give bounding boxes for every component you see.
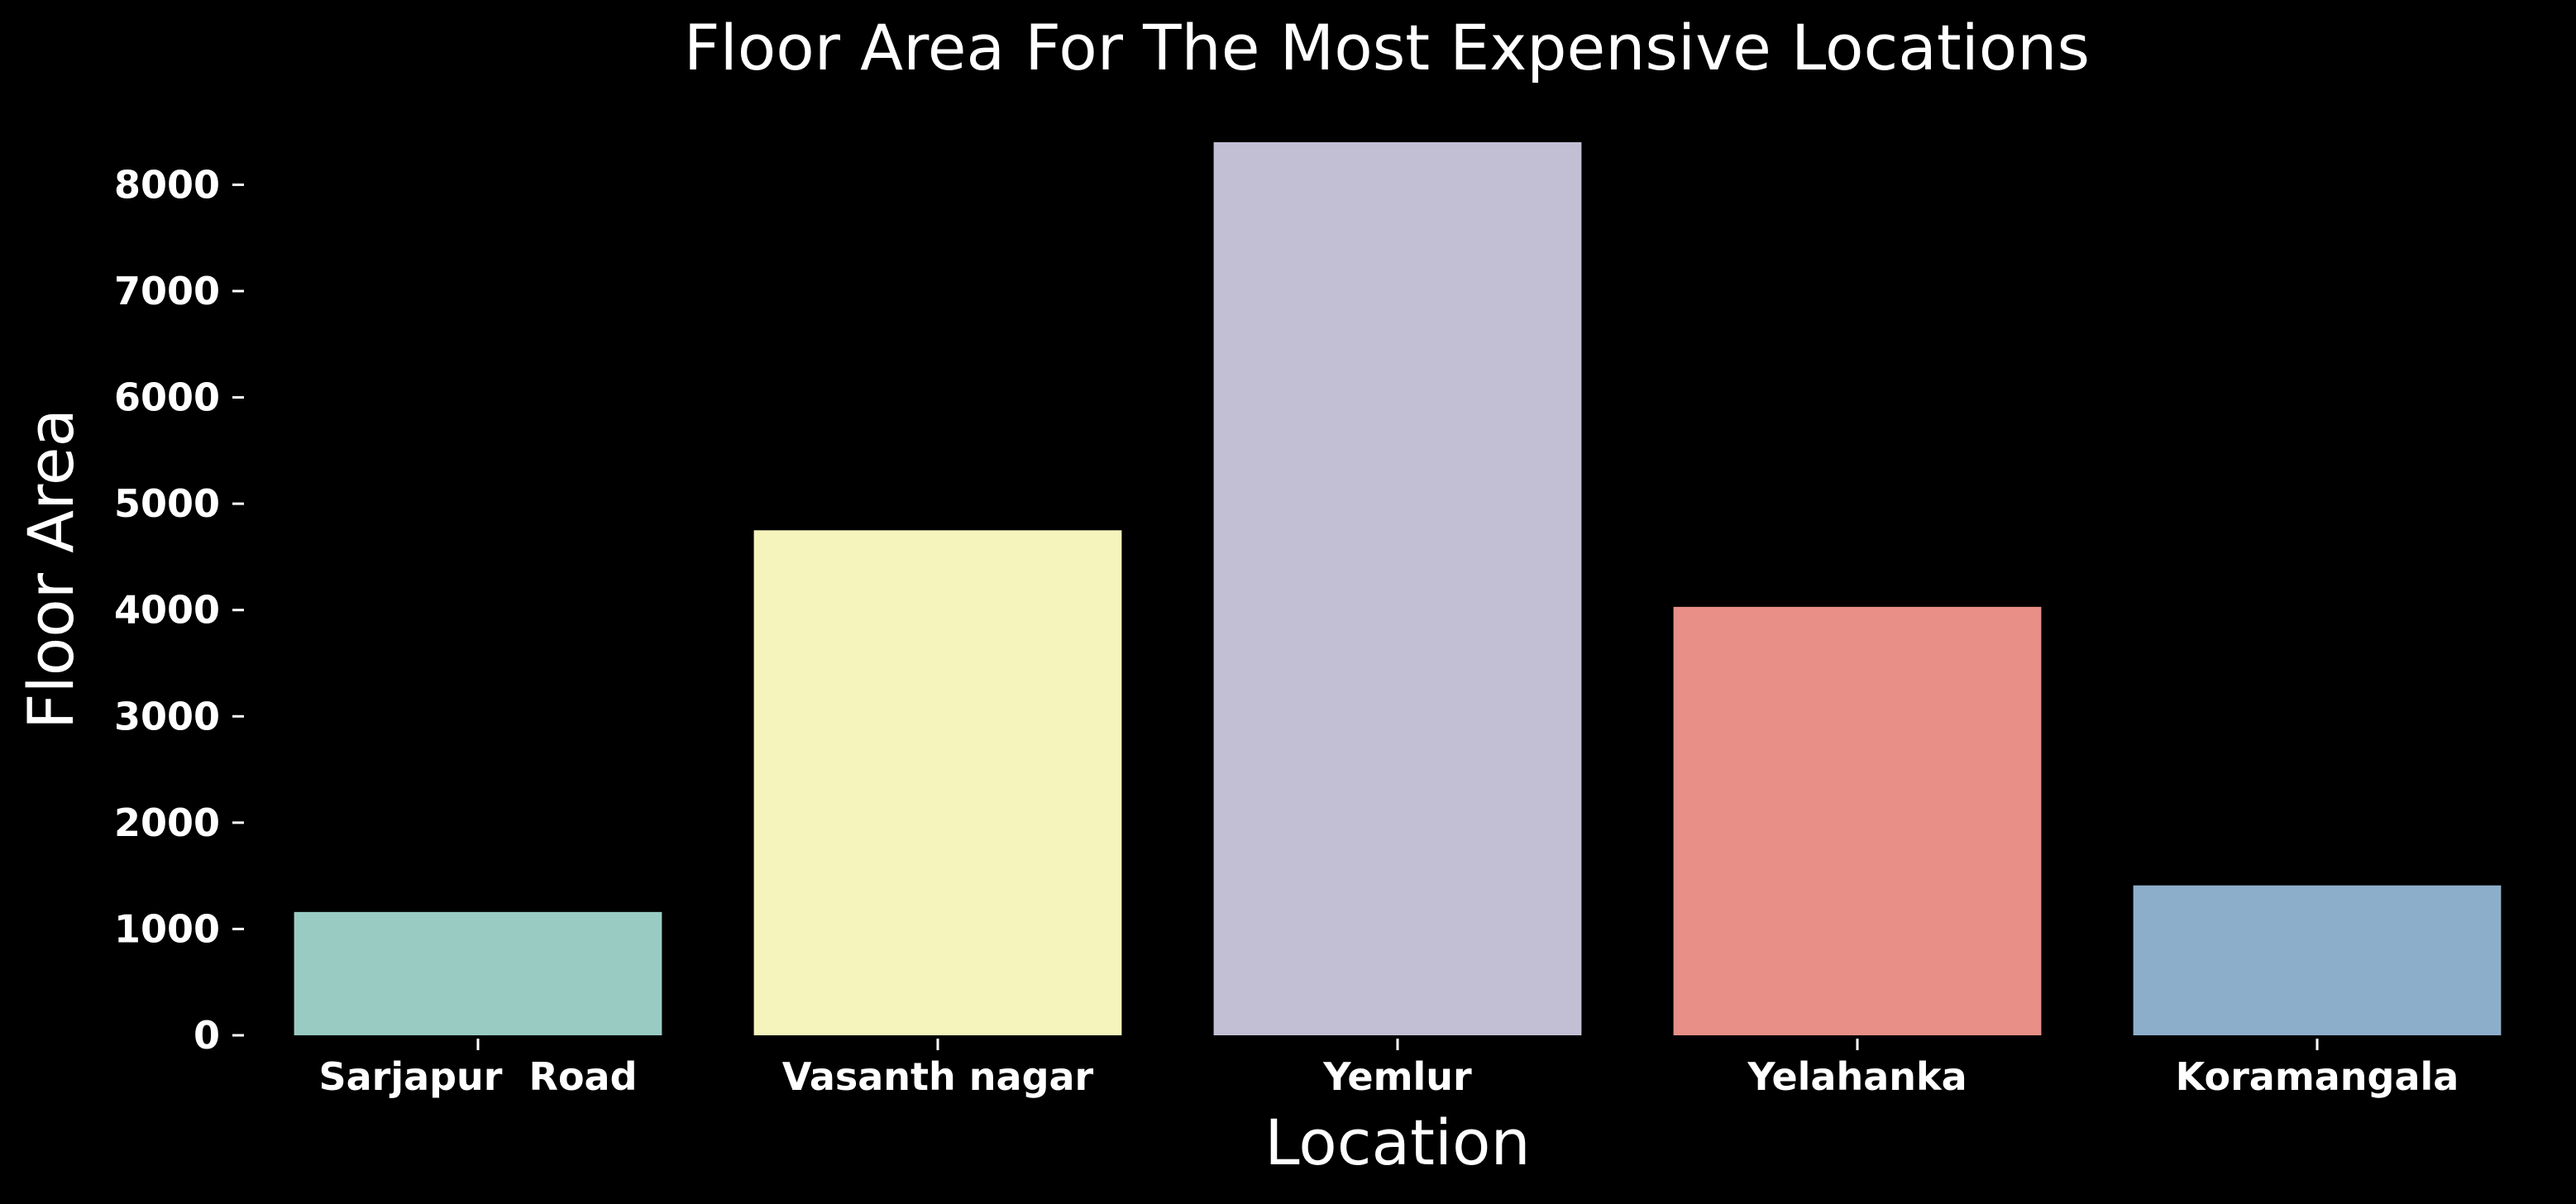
y-tick-label: 5000 [114,481,220,526]
y-tick-label: 4000 [114,588,220,633]
y-tick-label: 0 [194,1013,220,1058]
chart-title: Floor Area For The Most Expensive Locati… [684,11,2090,84]
y-tick-label: 8000 [114,162,220,207]
y-axis: 0 1000 2000 3000 4000 5000 6000 7000 8000 [114,162,244,1058]
y-tick-label: 3000 [114,694,220,738]
bar [753,530,1122,1035]
y-tick-label: 1000 [114,906,220,951]
x-tick-label: Koramangala [2176,1054,2459,1099]
x-axis-label: Location [1264,1106,1530,1179]
x-tick-label: Yelahanka [1747,1054,1967,1099]
y-tick-label: 6000 [114,375,220,420]
y-tick-label: 2000 [114,800,220,845]
x-axis: Sarjapur Road Vasanth nagar Yemlur Yelahank… [318,1039,2459,1099]
y-axis-label: Floor Area [14,408,88,729]
bar [1673,606,2042,1035]
bar [1213,142,1582,1035]
y-tick-label: 7000 [114,269,220,313]
x-tick-label: Vasanth nagar [782,1054,1094,1099]
x-tick-label: Yemlur [1322,1054,1472,1099]
bar [294,911,662,1035]
x-tick-label: Sarjapur Road [318,1054,637,1099]
bars [294,142,2502,1035]
bar [2133,885,2502,1035]
